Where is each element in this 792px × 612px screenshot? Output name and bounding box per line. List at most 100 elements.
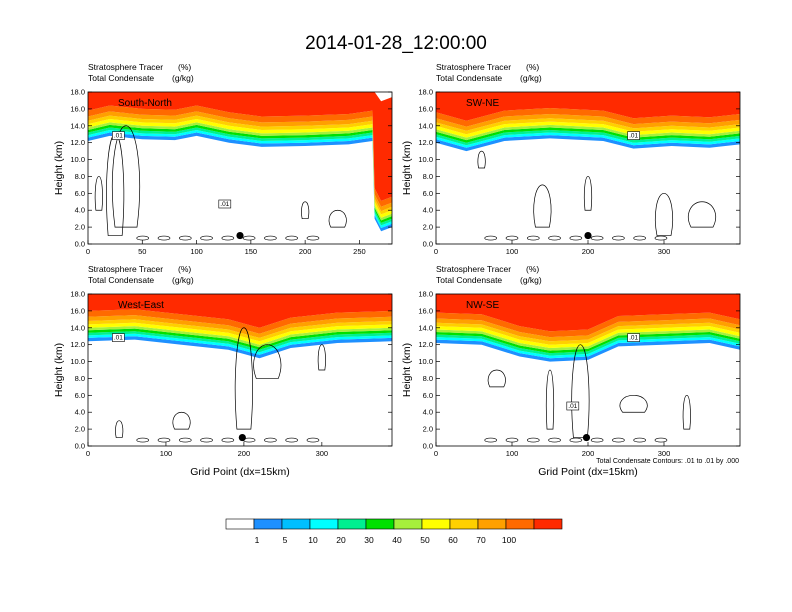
tracer-band (88, 92, 392, 201)
x-tick-label: 100 (506, 247, 519, 256)
tracer-band (436, 312, 740, 338)
y-tick-label: 6.0 (423, 391, 433, 400)
contour-label: .01 (218, 199, 232, 209)
colorbar-label: 10 (308, 535, 318, 545)
svg-text:.01: .01 (220, 201, 229, 208)
tracer-band (88, 119, 392, 218)
x-tick-label: 200 (582, 247, 595, 256)
tracer-band (88, 336, 392, 359)
tracer-band (88, 309, 392, 334)
colorbar-swatch (533, 518, 563, 530)
colorbar-label: 20 (336, 535, 346, 545)
condensate-contour (619, 394, 648, 413)
tracer-band (436, 339, 740, 362)
y-tick-label: 8.0 (423, 374, 433, 383)
colorbar-swatch (393, 518, 423, 530)
condensate-contour (612, 235, 625, 241)
subtitle-tracer: Stratosphere Tracer (436, 62, 511, 72)
tracer-band (88, 132, 392, 232)
subtitle-condensate-unit: (g/kg) (520, 73, 542, 83)
condensate-contour (487, 369, 506, 388)
tracer-band (88, 333, 392, 355)
y-tick-label: 16.0 (70, 104, 85, 113)
contour-label: .01 (112, 333, 125, 342)
tracer-band (88, 326, 392, 348)
x-tick-label: 200 (238, 449, 251, 458)
colorbar-swatch (477, 518, 507, 530)
chart-panel-south-north: .01 .01 .01 South-North Stratosphere Tracer (… (53, 62, 393, 256)
subtitle-tracer: Stratosphere Tracer (88, 62, 163, 72)
tracer-band (436, 332, 740, 354)
location-marker (582, 433, 591, 442)
tracer-band (436, 132, 740, 148)
condensate-contour (484, 437, 498, 443)
y-tick-label: 10.0 (70, 357, 85, 366)
x-tick-label: 50 (138, 247, 146, 256)
condensate-contour (157, 437, 171, 443)
chart-panel-sw-ne: .01 SW-NE Stratosphere Tracer (%) Total Cond… (401, 62, 741, 256)
plot-area: .01 (436, 92, 740, 244)
contour-label: .01 (112, 131, 125, 140)
contour-label: .01 (566, 401, 580, 411)
condensate-contour (317, 344, 326, 371)
y-tick-label: 14.0 (70, 323, 85, 332)
x-tick-label: 0 (86, 449, 90, 458)
subtitle-condensate-unit: (g/kg) (172, 73, 194, 83)
tracer-band (88, 328, 392, 350)
colorbar-label: 70 (476, 535, 486, 545)
tracer-band (436, 337, 740, 359)
condensate-contour (115, 420, 124, 438)
subtitle-tracer-unit: (%) (526, 264, 539, 274)
tracer-band (436, 334, 740, 356)
y-tick-label: 10.0 (418, 155, 433, 164)
x-tick-label: 250 (353, 247, 366, 256)
location-marker (236, 231, 244, 240)
tracer-band (88, 315, 392, 338)
y-tick-label: 16.0 (418, 104, 433, 113)
y-tick-label: 0.0 (75, 240, 85, 249)
colorbar-label: 30 (364, 535, 374, 545)
subtitle-condensate: Total Condensate (88, 275, 154, 285)
colorbar-swatch (449, 518, 479, 530)
contour-note: Total Condensate Contours: .01 to .01 by… (596, 458, 739, 465)
condensate-contour (178, 235, 192, 241)
condensate-contour (221, 235, 235, 241)
x-tick-label: 300 (316, 449, 329, 458)
plot-border (87, 293, 393, 447)
y-tick-label: 2.0 (75, 223, 85, 232)
condensate-contour (306, 235, 320, 241)
y-tick-label: 12.0 (418, 340, 433, 349)
condensate-contour (548, 235, 561, 241)
contour-label: .01 (627, 333, 640, 342)
y-tick-label: 0.0 (423, 240, 433, 249)
colorbar: 1 5 10 20 30 40 50 60 70 100 (225, 518, 563, 545)
condensate-contour (136, 437, 150, 443)
y-tick-label: 8.0 (423, 172, 433, 181)
colorbar-swatch (505, 518, 535, 530)
y-tick-label: 18.0 (418, 88, 433, 97)
condensate-contour (172, 411, 191, 430)
condensate-contour (157, 235, 171, 241)
condensate-contour (178, 437, 192, 443)
y-tick-label: 12.0 (70, 340, 85, 349)
condensate-contour (526, 437, 540, 443)
location-marker (238, 433, 246, 442)
colorbar-swatch (421, 518, 451, 530)
y-tick-label: 4.0 (423, 408, 433, 417)
y-tick-label: 18.0 (70, 88, 85, 97)
tracer-band (88, 111, 392, 212)
svg-text:.01: .01 (629, 133, 638, 140)
condensate-contour (306, 437, 320, 443)
tracer-band (436, 108, 740, 127)
y-tick-label: 0.0 (75, 442, 85, 451)
condensate-contour (590, 437, 604, 443)
condensate-contour (654, 437, 668, 443)
y-tick-label: 4.0 (423, 206, 433, 215)
condensate-contour (654, 235, 668, 241)
subtitle-condensate: Total Condensate (436, 73, 502, 83)
y-tick-label: 10.0 (418, 357, 433, 366)
subtitle-condensate-unit: (g/kg) (520, 275, 542, 285)
condensate-contour (590, 235, 604, 241)
colorbar-label: 100 (502, 535, 516, 545)
